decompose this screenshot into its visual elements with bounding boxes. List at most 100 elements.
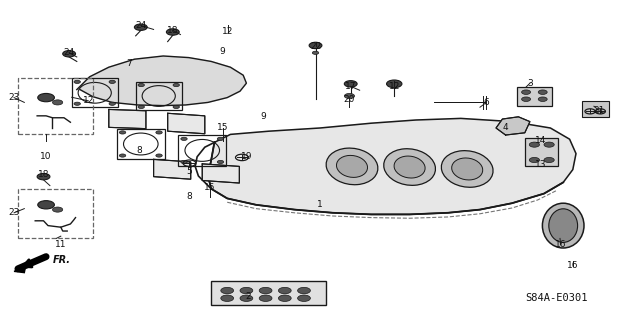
Text: 13: 13 [535, 160, 547, 169]
Text: 1: 1 [317, 200, 323, 209]
Bar [517, 87, 552, 106]
Text: 11: 11 [55, 240, 67, 249]
Text: 9: 9 [261, 112, 266, 121]
Circle shape [181, 137, 187, 140]
Circle shape [240, 287, 253, 294]
Circle shape [218, 137, 224, 140]
Polygon shape [109, 109, 146, 129]
Bar [525, 138, 558, 166]
Circle shape [298, 287, 310, 294]
Text: 12: 12 [83, 96, 94, 105]
Bar [582, 101, 609, 117]
Ellipse shape [549, 209, 578, 243]
Text: 4: 4 [503, 124, 508, 132]
Circle shape [387, 80, 402, 88]
Circle shape [37, 173, 50, 180]
Ellipse shape [543, 203, 584, 248]
Text: 16: 16 [555, 240, 566, 249]
Circle shape [278, 295, 291, 301]
Text: 6: 6 [484, 98, 489, 107]
Text: 18: 18 [38, 170, 49, 179]
Text: 22: 22 [310, 42, 321, 51]
Text: 14: 14 [535, 136, 547, 145]
Circle shape [240, 295, 253, 301]
Text: 17: 17 [345, 82, 356, 91]
Ellipse shape [384, 149, 435, 185]
Circle shape [138, 105, 145, 108]
Circle shape [156, 131, 163, 134]
Polygon shape [77, 56, 246, 106]
Circle shape [138, 84, 145, 87]
Bar [211, 281, 326, 305]
Circle shape [259, 295, 272, 301]
Polygon shape [202, 164, 239, 183]
Text: 15: 15 [204, 183, 216, 192]
Ellipse shape [337, 156, 367, 177]
Text: 8: 8 [187, 192, 192, 201]
Ellipse shape [452, 158, 483, 180]
Bar [18, 78, 93, 134]
Text: 3: 3 [527, 79, 532, 88]
Polygon shape [496, 117, 530, 135]
Circle shape [221, 295, 234, 301]
Ellipse shape [326, 148, 378, 185]
Circle shape [38, 93, 54, 102]
Text: 21: 21 [593, 106, 605, 115]
Circle shape [119, 154, 125, 157]
Text: 7: 7 [127, 60, 132, 68]
Circle shape [544, 142, 554, 147]
Circle shape [181, 160, 187, 164]
Circle shape [166, 29, 179, 35]
Circle shape [52, 207, 63, 212]
Polygon shape [154, 159, 191, 179]
Circle shape [52, 100, 63, 105]
Text: 20: 20 [344, 95, 355, 104]
Ellipse shape [394, 156, 425, 178]
Circle shape [259, 287, 272, 294]
Circle shape [309, 42, 322, 49]
Text: 12: 12 [388, 82, 400, 91]
Text: 18: 18 [167, 26, 179, 35]
Circle shape [221, 287, 234, 294]
Circle shape [173, 105, 179, 108]
Circle shape [544, 157, 554, 163]
Circle shape [74, 102, 81, 105]
Circle shape [109, 102, 115, 105]
Circle shape [298, 295, 310, 301]
Circle shape [74, 80, 81, 84]
Polygon shape [168, 113, 205, 134]
Circle shape [109, 80, 115, 84]
Circle shape [344, 81, 357, 87]
Text: 9: 9 [220, 47, 225, 56]
Circle shape [63, 51, 76, 57]
Circle shape [522, 90, 531, 94]
Text: 23: 23 [8, 93, 20, 102]
Text: FR.: FR. [52, 255, 70, 265]
Text: 2: 2 [246, 292, 251, 301]
Circle shape [344, 93, 355, 99]
Text: 10: 10 [40, 152, 52, 161]
Circle shape [156, 154, 163, 157]
Bar [178, 135, 227, 166]
Bar [136, 82, 182, 110]
Circle shape [522, 97, 531, 101]
Text: 23: 23 [8, 208, 20, 217]
Text: 5: 5 [186, 167, 191, 176]
Circle shape [278, 287, 291, 294]
Text: 8: 8 [137, 146, 142, 155]
Text: 15: 15 [217, 124, 228, 132]
Bar [72, 78, 118, 107]
Text: 24: 24 [135, 21, 147, 30]
Text: S84A-E0301: S84A-E0301 [525, 293, 588, 303]
Polygon shape [208, 118, 576, 214]
Circle shape [134, 24, 147, 30]
Bar [116, 129, 165, 159]
Circle shape [538, 97, 547, 101]
Ellipse shape [442, 151, 493, 187]
Text: 19: 19 [241, 152, 253, 161]
Text: 16: 16 [567, 261, 579, 270]
Bar [18, 189, 93, 238]
Polygon shape [14, 266, 26, 273]
Circle shape [173, 84, 179, 87]
Circle shape [538, 90, 547, 94]
